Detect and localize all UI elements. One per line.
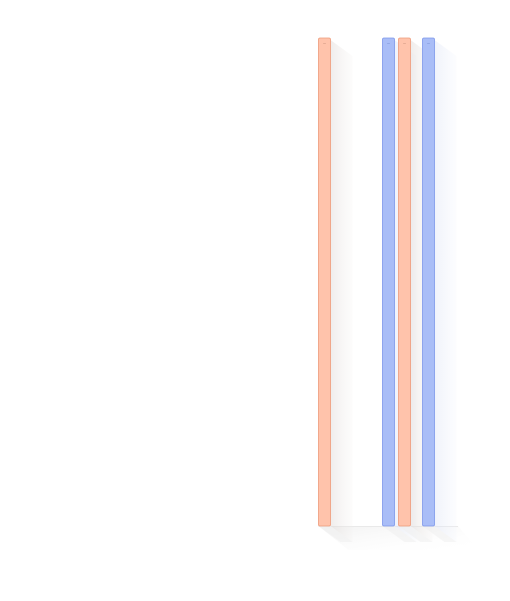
- labels-group: — — — —: [323, 41, 430, 45]
- bar-data-label: —: [403, 41, 406, 45]
- bar-floor-shadow: [422, 526, 457, 542]
- bar-shadow: [434, 40, 457, 542]
- bar-data-label: —: [387, 41, 390, 45]
- bar-floor-shadow: [382, 526, 417, 542]
- bars-group: [318, 37, 435, 527]
- bar[interactable]: [398, 37, 411, 527]
- bar-shadow: [330, 40, 353, 542]
- bar[interactable]: [422, 37, 435, 527]
- bar-data-label: —: [323, 41, 326, 45]
- bar-floor-shadow: [398, 526, 433, 542]
- bar-floor-shadow: [318, 526, 353, 542]
- bar[interactable]: [318, 37, 331, 527]
- bar[interactable]: [382, 37, 395, 527]
- bar-data-label: —: [427, 41, 430, 45]
